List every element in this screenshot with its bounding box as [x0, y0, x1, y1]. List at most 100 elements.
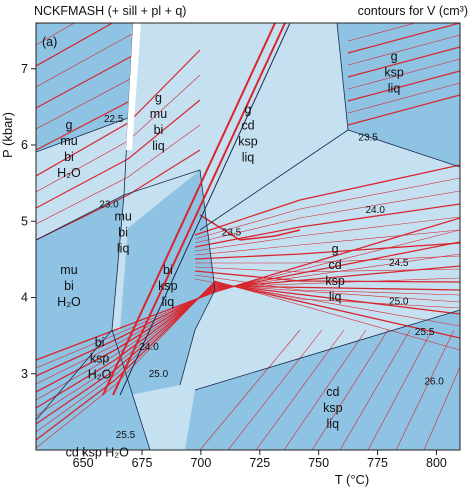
field-label: liq: [152, 139, 165, 153]
axis-ticks: 650 675 700 725 750 775 800 3 4 5 6 7: [21, 62, 447, 470]
contour-line: [311, 329, 389, 450]
contour-line: [36, 77, 133, 130]
x-axis-label: T (°C): [335, 472, 370, 487]
contour-line: [347, 34, 460, 66]
x-tick-label: 725: [249, 456, 270, 470]
field-label: cd: [241, 119, 254, 133]
melting-reaction-line: [119, 23, 291, 396]
field-boundary: [199, 129, 349, 231]
contour-line: [36, 33, 133, 88]
contour-value-label: 25.5: [116, 430, 136, 441]
contour-line: [36, 280, 460, 449]
contour-line: [36, 217, 460, 361]
contour-line: [255, 329, 345, 450]
contour-value-label: 23.5: [222, 228, 242, 239]
contour-line: [194, 270, 460, 283]
x-tick-label: 800: [426, 456, 447, 470]
field-label: bi: [64, 279, 74, 293]
contour-line: [227, 329, 323, 450]
field-label: H₂O: [88, 368, 112, 382]
contour-line: [194, 216, 460, 252]
contour-line: [199, 214, 301, 241]
chart-title: NCKFMASH (+ sill + pl + q): [34, 4, 186, 18]
field-label: liq: [327, 417, 340, 431]
plot-frame: [35, 22, 461, 451]
field-label: bi: [118, 226, 128, 240]
contour-value-label: 23.0: [99, 199, 119, 210]
field-label: g: [245, 103, 252, 117]
contour-value-label: 24.5: [389, 258, 409, 269]
contour-line: [367, 329, 433, 450]
field-label: ksp: [238, 135, 258, 149]
contour-line: [36, 23, 114, 67]
contour-value-label: 25.5: [415, 327, 435, 338]
field-label: g: [391, 50, 398, 64]
field-label: H₂O: [57, 295, 81, 309]
contour-line: [194, 164, 460, 236]
field-label: bi: [95, 336, 105, 350]
contour-value-label: 25.0: [389, 296, 409, 307]
contour-labels: 22.5 23.0 23.5 23.5 24.0 24.0 24.5 25.0 25.0 25.5…: [99, 114, 444, 441]
contour-line: [194, 190, 460, 244]
contour-line: [36, 282, 460, 433]
contour-line: [36, 284, 460, 417]
x-tick-label: 775: [367, 456, 388, 470]
contour-line: [194, 266, 460, 273]
contour-line: [347, 94, 460, 126]
field-label: g: [66, 118, 73, 132]
contour-line: [36, 23, 76, 46]
field-label: liq: [162, 295, 175, 309]
field-label: ksp: [325, 274, 345, 288]
contour-line: [347, 46, 460, 78]
y-tick-label: 3: [21, 367, 28, 381]
field-label: cd ksp H₂O: [66, 445, 129, 459]
contour-line: [347, 23, 417, 42]
contour-value-label: 23.5: [358, 132, 378, 143]
field-label: g: [155, 91, 162, 105]
x-tick-label: 750: [308, 456, 329, 470]
y-axis-label: P (kbar): [0, 112, 15, 158]
contour-line: [347, 58, 460, 90]
contour-line: [36, 149, 201, 241]
contour-line: [339, 329, 411, 450]
melt-sliver: [126, 23, 141, 150]
field-label: mu: [114, 210, 131, 224]
field-g-ksp-liq: [337, 23, 460, 167]
field-label: ksp: [90, 352, 110, 366]
field-boundary: [111, 329, 151, 450]
field-label: bi: [154, 123, 164, 137]
y-tick-label: 7: [21, 62, 28, 76]
field-label: bi: [163, 263, 173, 277]
field-g-mu-bi-h2o: [36, 23, 132, 152]
field-cd-ksp-liq: [185, 310, 460, 450]
contour-line: [36, 55, 133, 109]
contour-value-label: 24.0: [365, 205, 385, 216]
field-label: cd: [326, 385, 339, 399]
contour-line: [36, 99, 201, 209]
field-boundary: [194, 309, 460, 391]
y-tick-label: 6: [21, 138, 28, 152]
panel-label: (a): [42, 35, 57, 49]
field-label: liq: [329, 290, 342, 304]
contour-line: [199, 329, 301, 450]
contour-line: [36, 281, 460, 441]
x-tick-label: 675: [132, 456, 153, 470]
melting-reaction-line: [112, 23, 286, 396]
contour-line: [36, 283, 460, 425]
field-label: H₂O: [57, 166, 81, 180]
field-label: liq: [388, 82, 401, 96]
y-tick-label: 5: [21, 214, 28, 228]
contour-line: [194, 229, 460, 256]
contour-line: [283, 329, 367, 450]
contour-line: [36, 99, 133, 151]
contour-line: [194, 278, 460, 309]
contour-line: [36, 0, 132, 3]
contour-line: [36, 229, 460, 369]
y-tick-label: 4: [21, 291, 28, 305]
contour-value-label: 24.0: [139, 342, 159, 353]
contour-line: [36, 124, 201, 225]
contour-line: [395, 329, 455, 450]
field-label: mu: [60, 263, 77, 277]
x-tick-label: 700: [190, 456, 211, 470]
